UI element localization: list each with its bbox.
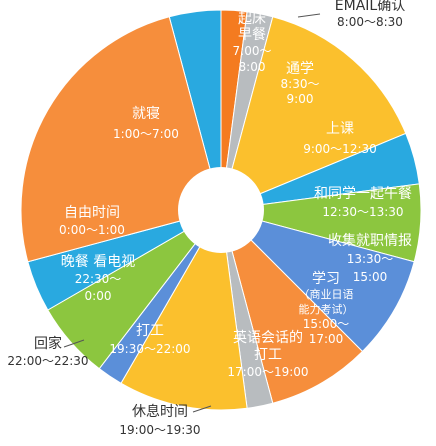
slice-label-7-line-2: 17:00～19:00 (227, 365, 308, 379)
slice-label-7-line-0: 英语会话的 (233, 329, 303, 346)
leader-line-10 (63, 339, 85, 348)
slice-label-12-line-1: 0:00～1:00 (59, 223, 125, 237)
chart-slices (20, 9, 422, 411)
slice-label-7-line-1: 打工 (254, 346, 282, 363)
slice-label-4: 和同学一起午餐 12:30～13:30 (314, 186, 412, 219)
label-leader-lines (63, 13, 321, 413)
leader-line-1 (297, 13, 321, 18)
slice-label-5-line-2: 15:00 (353, 270, 388, 284)
slice-label-3-line-0: 上课 (326, 121, 354, 137)
slice-label-2-line-0: 通学 (286, 61, 314, 77)
slice-label-3-line-1: 9:00～12:30 (303, 142, 377, 156)
slice-label-2-line-2: 9:00 (287, 92, 314, 106)
slice-label-6-line-2: 能力考试） (299, 302, 354, 316)
slice-label-6-line-3: 15:00～ (303, 317, 350, 331)
slice-label-6-line-4: 17:00 (309, 332, 344, 346)
slice-label-4-line-0: 和同学一起午餐 (314, 186, 412, 202)
slice-label-8: 休息时间 19:00～19:30 (119, 403, 200, 437)
slice-label-13-line-0: 就寝 (132, 105, 160, 122)
slice-label-1-line-1: 8:00～8:30 (337, 15, 403, 29)
slice-label-11-line-0: 晚餐 看电视 (61, 254, 135, 270)
slice-label-6-line-1: （商业日语 (299, 287, 354, 301)
slice-label-2-line-1: 8:30～ (281, 77, 320, 91)
slice-label-12-line-0: 自由时间 (64, 205, 120, 221)
slice-3 (220, 16, 407, 211)
slice-label-8-line-1: 19:00～19:30 (119, 423, 200, 437)
slice-label-12: 自由时间 0:00～1:00 (59, 205, 125, 237)
donut-hole (178, 167, 264, 253)
slice-label-11-line-1: 22:30～ (75, 272, 122, 286)
slice-label-10-line-1: 22:00～22:30 (7, 354, 88, 368)
chart-labels: 起床早餐7:00～8:00EMAIL确认8:00～8:30通学8:30～9:00… (7, 0, 412, 437)
leader-line-8 (192, 405, 212, 413)
slice-label-0-line-0: 起床 (238, 11, 266, 27)
slice-label-9-line-0: 打工 (136, 322, 164, 339)
slice-label-11: 晚餐 看电视 22:30～ 0:00 (61, 254, 135, 303)
slice-label-0-line-2: 7:00～ (233, 44, 272, 58)
slice-label-13: 就寝 1:00～7:00 (113, 105, 179, 141)
slice-label-5: 收集就职情报 13:30～ 15:00 (328, 232, 412, 284)
slice-label-3: 上课 9:00～12:30 (303, 121, 377, 156)
slice-label-10-line-0: 回家 (34, 335, 62, 352)
slice-label-4-line-1: 12:30～13:30 (322, 205, 403, 219)
slice-label-8-line-0: 休息时间 (132, 403, 188, 420)
slice-label-5-line-0: 收集就职情报 (328, 232, 412, 249)
slice-label-2: 通学8:30～9:00 (281, 61, 320, 106)
slice-13 (20, 16, 222, 263)
slice-label-9-line-1: 19:30～22:00 (109, 342, 190, 356)
slice-label-11-line-2: 0:00 (85, 289, 112, 303)
slice-label-6-line-0: 学习 (312, 271, 340, 287)
slice-label-9: 打工 19:30～22:00 (109, 322, 190, 356)
slice-label-13-line-1: 1:00～7:00 (113, 127, 179, 141)
slice-6 (219, 209, 415, 353)
slice-label-5-line-1: 13:30～ (347, 252, 394, 266)
slice-label-0-line-1: 早餐 (238, 27, 266, 43)
slice-label-10: 回家 22:00～22:30 (7, 335, 88, 368)
slice-7 (220, 208, 364, 404)
slice-label-0-line-3: 8:00 (239, 60, 266, 74)
slice-label-1-line-0: EMAIL确认 (335, 0, 405, 14)
slice-9 (120, 208, 248, 411)
